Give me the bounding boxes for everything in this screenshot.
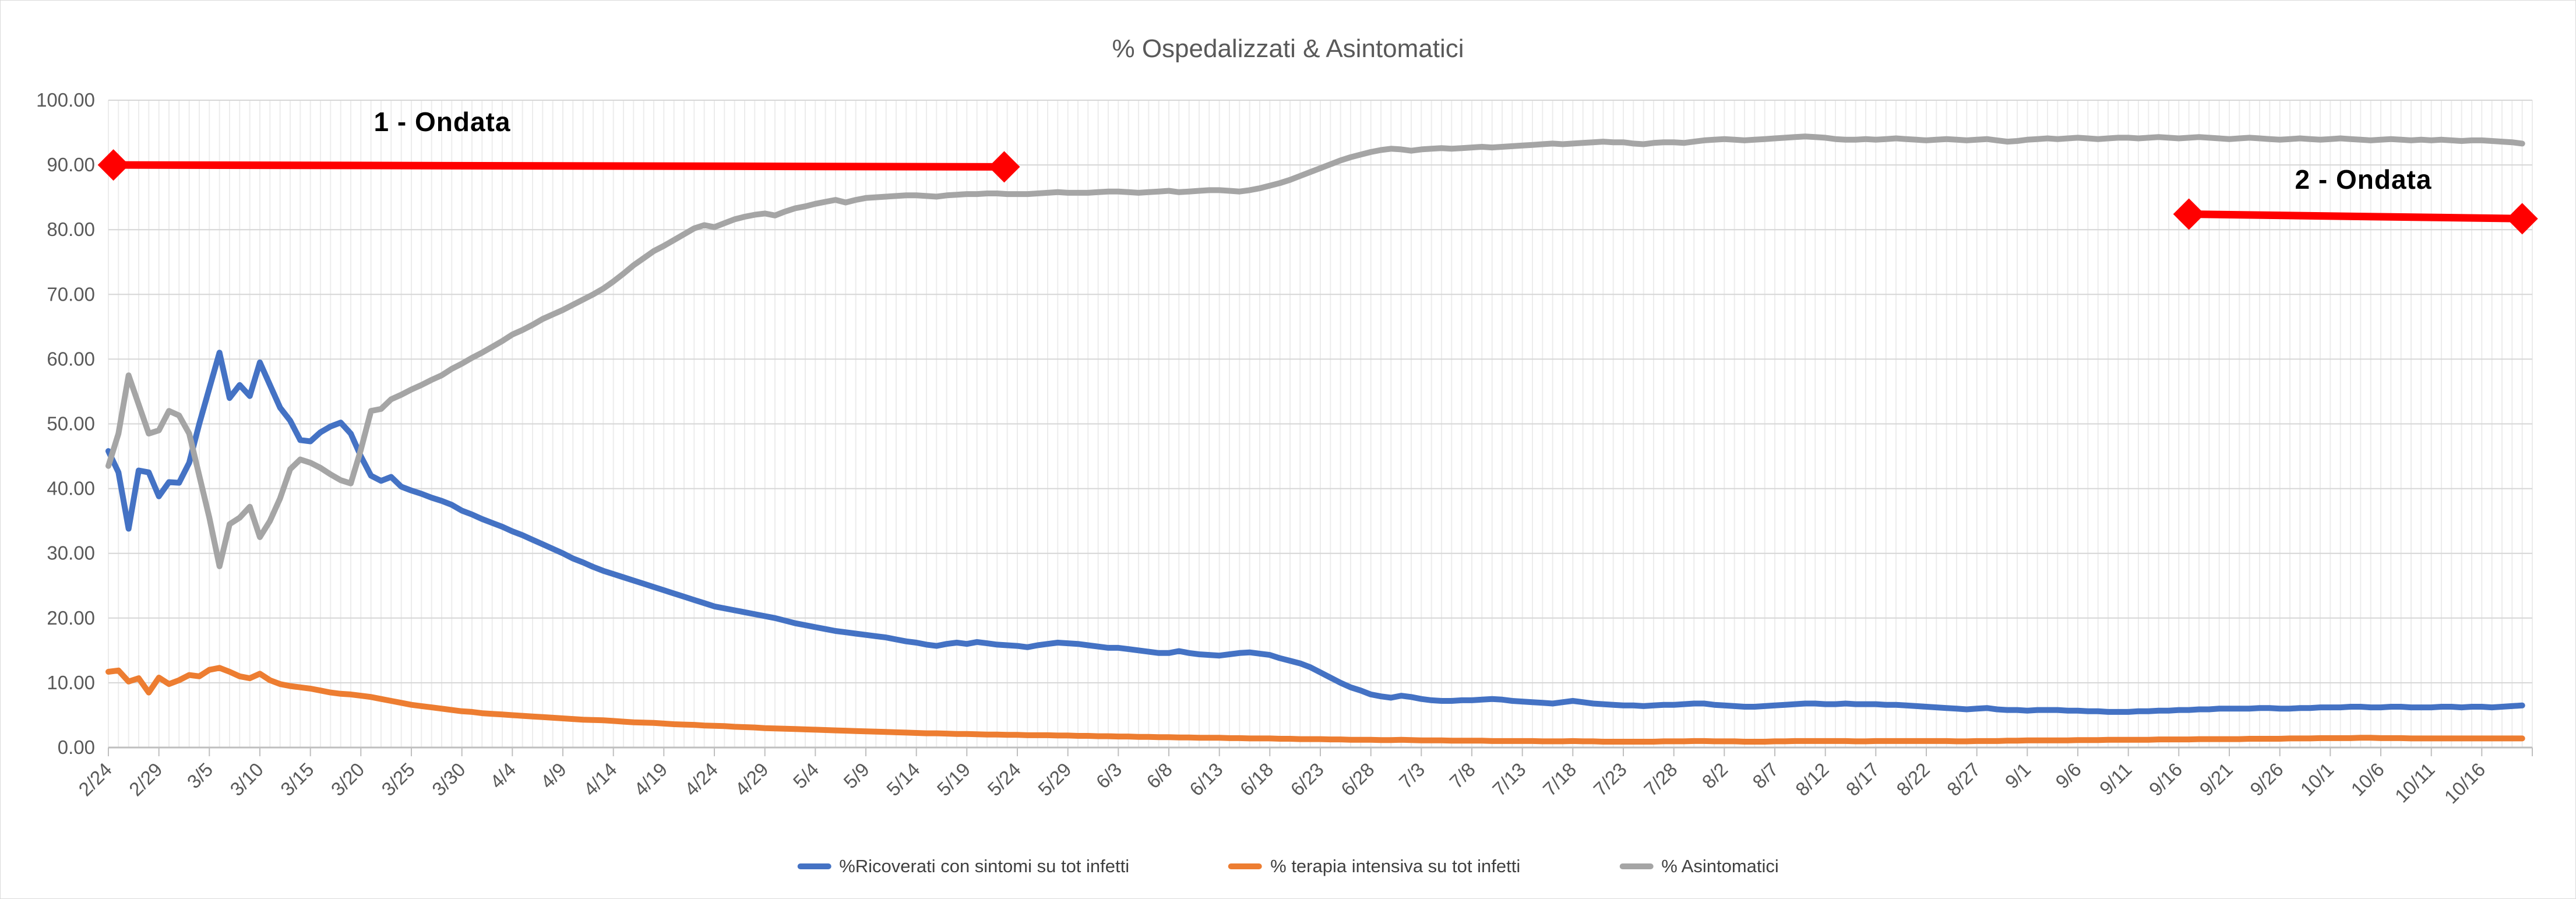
annotation-wave2-line [2173, 198, 2538, 235]
legend-label-ricoverati: %Ricoverati con sintomi su tot infetti [839, 856, 1130, 876]
svg-text:4/9: 4/9 [536, 759, 570, 793]
svg-text:6/13: 6/13 [1185, 759, 1227, 801]
svg-text:7/8: 7/8 [1445, 759, 1479, 793]
svg-text:60.00: 60.00 [47, 348, 95, 369]
svg-text:6/3: 6/3 [1092, 759, 1126, 793]
svg-text:8/12: 8/12 [1791, 759, 1833, 801]
svg-text:20.00: 20.00 [47, 607, 95, 629]
svg-text:8/17: 8/17 [1842, 759, 1884, 801]
legend-label-terapia-intensiva: % terapia intensiva su tot infetti [1270, 856, 1521, 876]
svg-text:7/13: 7/13 [1488, 759, 1530, 801]
svg-text:3/25: 3/25 [377, 759, 419, 801]
annotation-wave2-label: 2 - Ondata [2295, 164, 2432, 195]
svg-text:3/10: 3/10 [225, 759, 267, 801]
legend-swatch-terapia-intensiva [1228, 863, 1263, 869]
svg-text:6/23: 6/23 [1286, 759, 1328, 801]
svg-text:6/8: 6/8 [1142, 759, 1176, 793]
svg-text:5/19: 5/19 [933, 759, 975, 801]
svg-text:4/14: 4/14 [579, 759, 621, 801]
svg-text:5/14: 5/14 [882, 759, 924, 801]
svg-text:4/19: 4/19 [630, 759, 672, 801]
svg-text:9/16: 9/16 [2145, 759, 2187, 801]
svg-text:7/18: 7/18 [1539, 759, 1581, 801]
legend-item-ricoverati[interactable]: %Ricoverati con sintomi su tot infetti [797, 856, 1129, 877]
svg-text:4/24: 4/24 [680, 759, 722, 801]
svg-text:3/30: 3/30 [428, 759, 470, 801]
svg-text:8/2: 8/2 [1698, 759, 1732, 793]
svg-text:5/24: 5/24 [983, 759, 1025, 801]
svg-text:40.00: 40.00 [47, 478, 95, 499]
svg-text:100.00: 100.00 [36, 89, 95, 111]
legend-label-asintomatici: % Asintomatici [1661, 856, 1779, 876]
svg-text:10/1: 10/1 [2296, 759, 2338, 801]
svg-text:90.00: 90.00 [47, 154, 95, 175]
x-axis-labels: 2/24 2/29 3/5 3/10 3/15 3/20 3/25 3/30 4/4 4/9 4/1… [74, 759, 2489, 808]
svg-text:3/20: 3/20 [327, 759, 369, 801]
y-axis-labels: 0.00 10.00 20.00 30.00 40.00 50.00 60.00 70.00 8… [36, 89, 95, 758]
svg-text:8/22: 8/22 [1892, 759, 1934, 801]
legend-item-terapia-intensiva[interactable]: % terapia intensiva su tot infetti [1228, 856, 1520, 877]
svg-text:10/6: 10/6 [2346, 759, 2388, 801]
series-line-1 [105, 665, 2525, 745]
svg-text:9/1: 9/1 [2001, 759, 2035, 793]
legend-swatch-asintomatici [1619, 863, 1654, 869]
svg-text:7/28: 7/28 [1640, 759, 1682, 801]
svg-text:5/29: 5/29 [1034, 759, 1076, 801]
svg-text:7/3: 7/3 [1395, 759, 1429, 793]
svg-text:70.00: 70.00 [47, 283, 95, 305]
svg-text:4/4: 4/4 [486, 759, 520, 793]
svg-text:30.00: 30.00 [47, 542, 95, 564]
series-line-0 [105, 350, 2525, 715]
svg-text:8/27: 8/27 [1943, 759, 1985, 801]
svg-text:80.00: 80.00 [47, 218, 95, 240]
svg-text:7/23: 7/23 [1589, 759, 1631, 801]
svg-text:5/9: 5/9 [839, 759, 873, 793]
svg-text:2/29: 2/29 [125, 759, 167, 801]
svg-text:10.00: 10.00 [47, 672, 95, 693]
svg-text:10/11: 10/11 [2391, 759, 2439, 807]
svg-text:0.00: 0.00 [58, 736, 95, 758]
series-line-2 [105, 133, 2525, 569]
chart-title: % Ospedalizzati & Asintomatici [1112, 34, 1464, 63]
svg-text:3/15: 3/15 [276, 759, 318, 801]
svg-text:9/11: 9/11 [2095, 759, 2136, 799]
svg-text:2/24: 2/24 [74, 759, 116, 801]
svg-text:4/29: 4/29 [731, 759, 773, 801]
legend-swatch-ricoverati [797, 863, 831, 869]
svg-text:9/26: 9/26 [2246, 759, 2288, 801]
svg-text:10/16: 10/16 [2440, 759, 2490, 808]
legend: %Ricoverati con sintomi su tot infetti %… [797, 856, 1779, 877]
svg-text:50.00: 50.00 [47, 413, 95, 435]
annotation-wave1-label: 1 - Ondata [373, 107, 511, 137]
svg-text:8/7: 8/7 [1748, 759, 1782, 793]
svg-text:9/21: 9/21 [2195, 759, 2237, 801]
annotation-wave1-line [97, 149, 1020, 183]
svg-text:5/4: 5/4 [789, 759, 823, 793]
svg-text:9/6: 9/6 [2051, 759, 2085, 793]
svg-text:6/28: 6/28 [1337, 759, 1379, 801]
svg-text:6/18: 6/18 [1236, 759, 1278, 801]
svg-text:3/5: 3/5 [183, 759, 217, 793]
legend-item-asintomatici[interactable]: % Asintomatici [1619, 856, 1779, 877]
